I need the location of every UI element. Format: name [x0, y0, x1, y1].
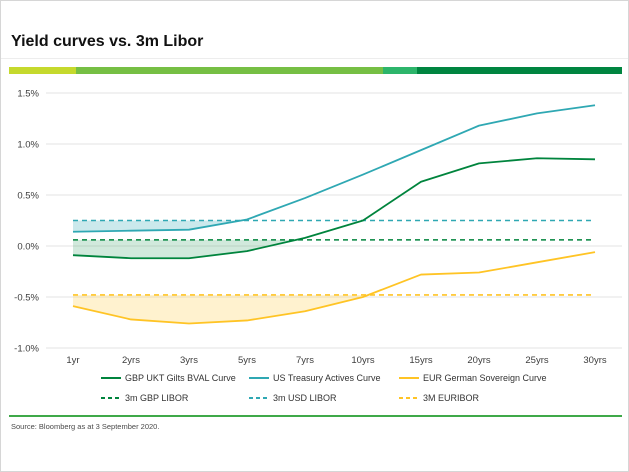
y-axis-tick-label: -0.5% [14, 293, 39, 304]
line-swatch-icon [101, 377, 121, 379]
x-axis-tick-label: 3yrs [180, 355, 198, 366]
dashed-line-swatch-icon [101, 397, 121, 399]
legend-label: US Treasury Actives Curve [273, 373, 381, 383]
x-axis-tick-label: 7yrs [296, 355, 314, 366]
curve-3 [72, 251, 596, 325]
curve-2 [72, 104, 596, 233]
x-axis-tick-label: 20yrs [467, 355, 490, 366]
legend-label: 3m USD LIBOR [273, 393, 337, 403]
y-axis-tick-label: 1.0% [17, 140, 39, 151]
legend-item-benchmark-2: 3m USD LIBOR [249, 391, 337, 405]
y-axis-tick-label: 0.0% [17, 242, 39, 253]
legend-item-benchmark-1: 3m GBP LIBOR [101, 391, 188, 405]
source-note: Source: Bloomberg as at 3 September 2020… [11, 422, 160, 431]
spread-fill-3 [73, 294, 369, 324]
line-swatch-icon [399, 377, 419, 379]
x-axis-tick-label: 15yrs [409, 355, 432, 366]
legend-label: 3m GBP LIBOR [125, 393, 189, 403]
accent-bar-segment-4 [416, 67, 622, 74]
accent-gradient-bar [9, 67, 622, 74]
spread-fill-2 [73, 220, 242, 232]
legend-item-series-2: US Treasury Actives Curve [249, 371, 381, 385]
line-swatch-icon [249, 377, 269, 379]
chart-legend: GBP UKT Gilts BVAL Curve US Treasury Acti… [1, 369, 628, 411]
y-axis-tick-label: 0.5% [17, 191, 39, 202]
legend-label: 3M EURIBOR [423, 393, 480, 403]
spread-fill-1 [73, 239, 297, 259]
dashed-line-swatch-icon [399, 397, 419, 399]
x-axis-tick-label: 5yrs [238, 355, 256, 366]
x-axis-tick-label: 25yrs [525, 355, 548, 366]
legend-item-series-1: GBP UKT Gilts BVAL Curve [101, 371, 236, 385]
footer-divider [9, 415, 622, 417]
accent-bar-segment-2 [76, 67, 383, 74]
title-divider [1, 58, 628, 59]
accent-bar-segment-1 [9, 67, 77, 74]
legend-label: GBP UKT Gilts BVAL Curve [125, 373, 236, 383]
dashed-line-swatch-icon [249, 397, 269, 399]
legend-item-series-3: EUR German Sovereign Curve [399, 371, 547, 385]
x-axis-tick-label: 30yrs [583, 355, 606, 366]
page-title: Yield curves vs. 3m Libor [11, 33, 204, 50]
x-axis-tick-label: 1yr [66, 355, 79, 366]
curve-1 [72, 157, 596, 260]
legend-label: EUR German Sovereign Curve [423, 373, 547, 383]
y-axis-tick-label: 1.5% [17, 89, 39, 100]
x-axis-tick-label: 10yrs [351, 355, 374, 366]
legend-item-benchmark-3: 3M EURIBOR [399, 391, 479, 405]
accent-bar-segment-3 [382, 67, 417, 74]
x-axis-tick-label: 2yrs [122, 355, 140, 366]
y-axis-tick-label: -1.0% [14, 344, 39, 355]
